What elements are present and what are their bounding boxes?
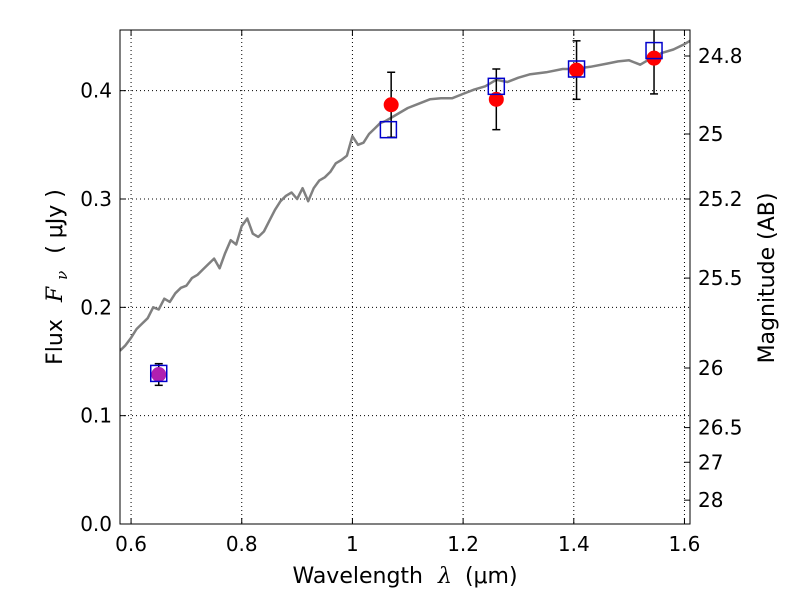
plot-area [120,30,690,387]
model-square [567,60,586,78]
observed-point [488,91,504,107]
y2-tick-label: 25.5 [698,266,743,290]
y-tick-label: 0.1 [80,404,112,428]
x-tick-label: 0.6 [115,532,147,556]
y-axis-label: Flux F ν ( μJy ) [43,189,73,365]
x-tick-label: 1 [346,532,359,556]
spectrum-line [120,39,690,352]
y-axis-label-subscript: ν [53,271,71,280]
y-tick-label: 0.0 [80,512,112,536]
y2-tick-label: 24.8 [698,44,743,68]
y-tick-label: 0.3 [80,187,112,211]
observed-point [151,367,167,382]
model-square [487,77,506,96]
ticks: 0.6 0.8 1 1.2 1.4 1.6 0.0 0.1 0.2 0.3 0.4 24.8 25 25.… [80,30,743,556]
model-square [645,41,663,60]
y-axis-label-text: Flux [43,319,68,365]
x-tick-label: 1.4 [558,532,590,556]
observed-point [569,62,585,78]
y-axis-label-unit: ( μJy ) [43,189,68,254]
x-axis-label-symbol: λ [437,564,452,589]
observed-point [383,97,399,113]
x-axis-label-text: Wavelength [292,564,423,589]
axes-frame [119,29,691,525]
y2-tick-label: 26.5 [698,416,743,440]
y-tick-label: 0.4 [80,79,112,103]
x-axis-label-unit: (μm) [465,564,518,589]
y-axis-label-symbol: F [43,286,68,303]
x-tick-label: 0.8 [226,532,258,556]
y2-axis-label: Magnitude (AB) [755,193,780,364]
y2-tick-label: 25.2 [698,187,743,211]
y2-tick-label: 27 [698,450,723,474]
model-square [149,364,168,383]
x-axis-label: Wavelength λ (μm) [292,564,517,589]
x-tick-label: 1.2 [447,532,479,556]
model-square [379,120,398,139]
grid [120,30,690,524]
y2-tick-label: 28 [698,488,723,512]
y2-tick-label: 26 [698,356,723,380]
y2-tick-label: 25 [698,122,723,146]
y-tick-label: 0.2 [80,295,112,319]
x-tick-label: 1.6 [669,532,701,556]
